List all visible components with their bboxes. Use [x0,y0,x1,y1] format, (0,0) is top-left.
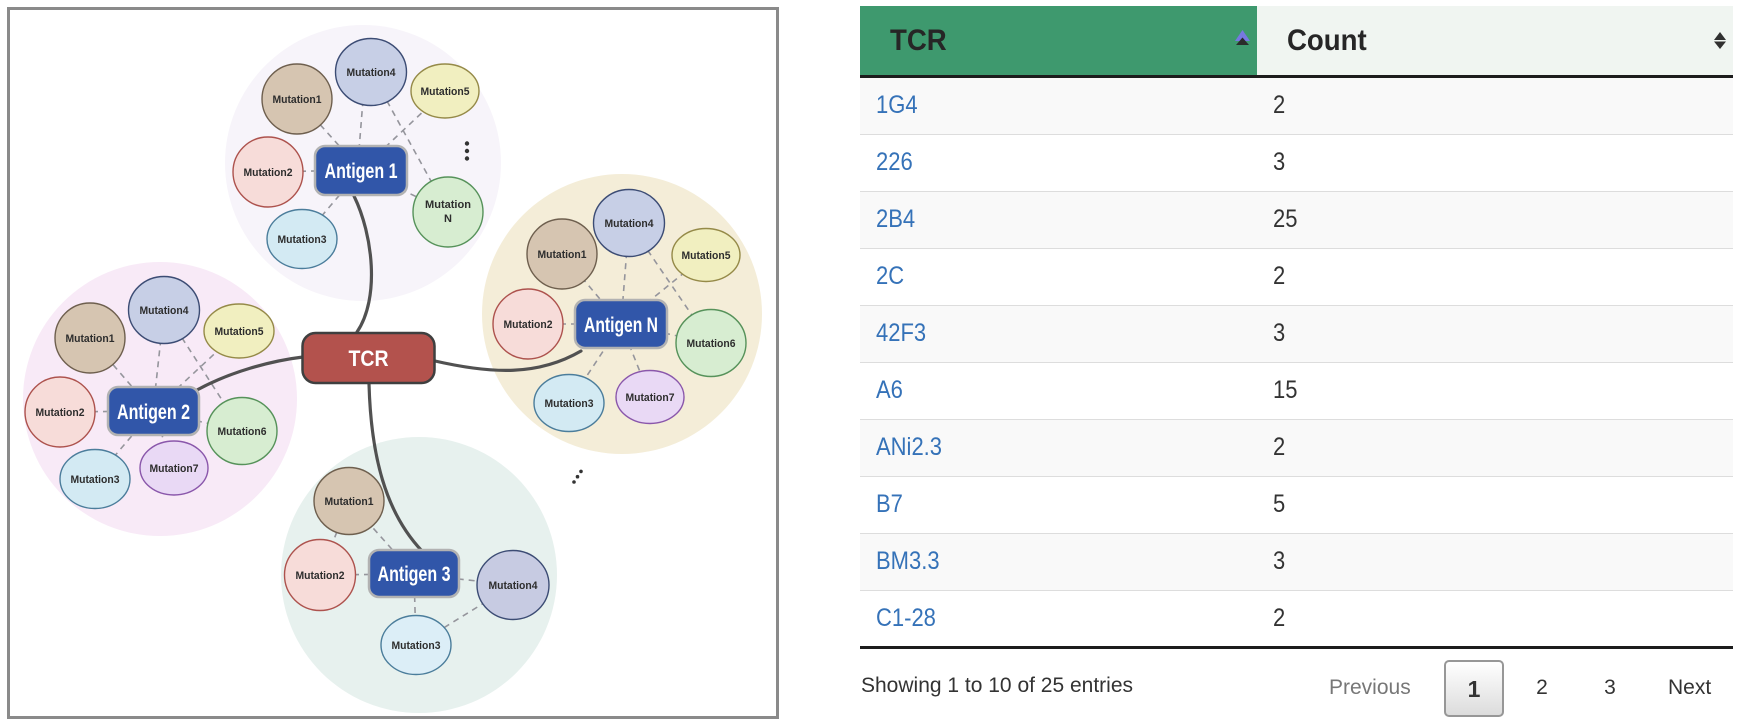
svg-text:Mutation3: Mutation3 [278,234,327,246]
svg-text:Mutation5: Mutation5 [421,86,470,98]
svg-text:Mutation2: Mutation2 [36,407,85,419]
svg-text:Mutation6: Mutation6 [687,338,736,350]
svg-text:Mutation4: Mutation4 [347,67,397,79]
svg-text:Mutation2: Mutation2 [244,167,293,179]
svg-text:Mutation3: Mutation3 [71,474,120,486]
svg-text:Mutation1: Mutation1 [325,496,374,508]
svg-text:Mutation4: Mutation4 [489,580,539,592]
svg-text:Mutation5: Mutation5 [682,250,731,262]
svg-text:Mutation2: Mutation2 [296,570,345,582]
svg-text:Mutation2: Mutation2 [504,319,553,331]
svg-text:Antigen 1: Antigen 1 [325,160,398,183]
svg-text:Antigen N: Antigen N [584,314,658,337]
svg-text:Mutation1: Mutation1 [66,333,115,345]
svg-text:Mutation5: Mutation5 [215,326,264,338]
svg-text:Mutation3: Mutation3 [545,398,594,410]
svg-text:N: N [444,213,452,225]
svg-text:Antigen 2: Antigen 2 [117,401,190,424]
svg-text:Mutation6: Mutation6 [218,426,267,438]
svg-text:Antigen 3: Antigen 3 [378,563,451,586]
svg-text:Mutation: Mutation [425,199,471,211]
svg-text:Mutation7: Mutation7 [150,463,199,475]
svg-text:Mutation4: Mutation4 [140,305,190,317]
svg-text:Mutation1: Mutation1 [538,249,587,261]
svg-text:Mutation7: Mutation7 [626,392,675,404]
svg-text:Mutation1: Mutation1 [273,94,322,106]
svg-text:Mutation3: Mutation3 [392,640,441,652]
svg-text:Mutation4: Mutation4 [605,218,655,230]
svg-text:TCR: TCR [349,346,389,371]
